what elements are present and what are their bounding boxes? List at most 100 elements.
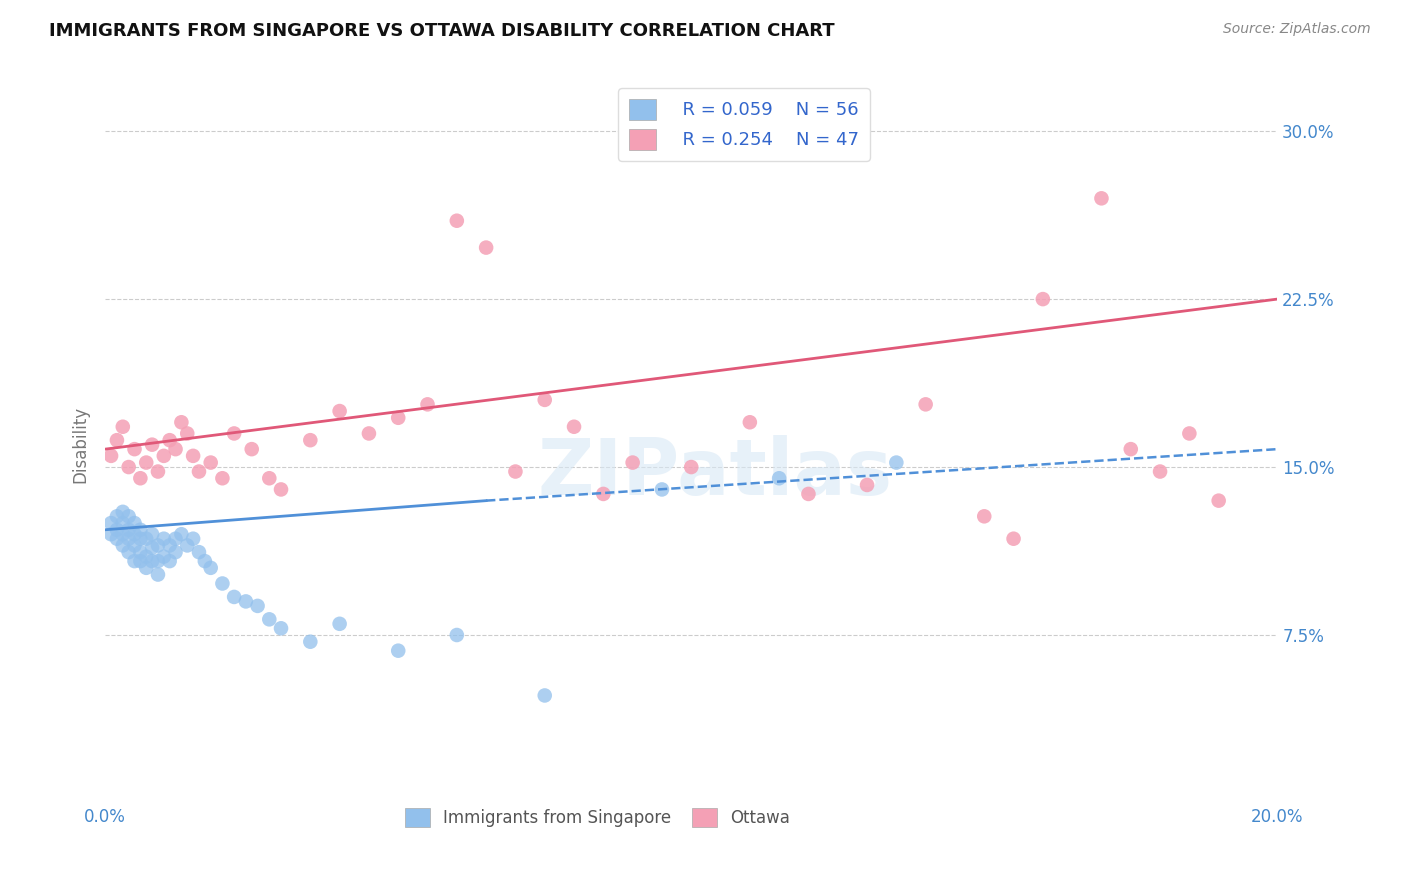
Point [475,241,498,255]
Point [681,460,703,475]
Point [1032,292,1054,306]
Point [446,213,468,227]
Point [135,561,157,575]
Point [188,545,211,559]
Point [159,538,181,552]
Point [165,532,187,546]
Point [886,456,908,470]
Point [259,612,281,626]
Point [446,628,468,642]
Point [235,594,257,608]
Point [592,487,614,501]
Point [259,471,281,485]
Point [200,456,222,470]
Point [159,554,181,568]
Point [118,545,141,559]
Point [153,549,176,564]
Point [797,487,820,501]
Point [135,532,157,546]
Point [1119,442,1142,457]
Point [533,689,555,703]
Point [111,538,134,552]
Point [129,545,152,559]
Point [211,471,233,485]
Point [105,532,128,546]
Point [146,538,169,552]
Point [1090,191,1112,205]
Point [135,456,157,470]
Point [505,465,527,479]
Point [165,545,187,559]
Point [768,471,790,485]
Point [118,509,141,524]
Point [329,404,352,418]
Point [146,465,169,479]
Point [146,567,169,582]
Point [246,599,269,613]
Point [170,415,193,429]
Point [146,554,169,568]
Point [124,516,146,530]
Point [224,426,246,441]
Point [1178,426,1201,441]
Text: IMMIGRANTS FROM SINGAPORE VS OTTAWA DISABILITY CORRELATION CHART: IMMIGRANTS FROM SINGAPORE VS OTTAWA DISA… [49,22,835,40]
Legend: Immigrants from Singapore, Ottawa: Immigrants from Singapore, Ottawa [398,801,796,834]
Point [240,442,263,457]
Point [124,538,146,552]
Point [100,449,122,463]
Y-axis label: Disability: Disability [72,406,89,483]
Point [105,523,128,537]
Point [129,532,152,546]
Point [118,460,141,475]
Point [165,442,187,457]
Point [188,465,211,479]
Point [100,527,122,541]
Point [105,433,128,447]
Point [141,527,163,541]
Point [124,554,146,568]
Point [357,426,380,441]
Point [124,527,146,541]
Point [299,634,322,648]
Point [270,621,292,635]
Point [111,527,134,541]
Point [100,516,122,530]
Point [181,532,204,546]
Point [111,505,134,519]
Point [973,509,995,524]
Point [270,483,292,497]
Point [211,576,233,591]
Point [856,478,879,492]
Point [124,442,146,457]
Point [129,554,152,568]
Point [129,471,152,485]
Point [1002,532,1025,546]
Point [621,456,644,470]
Point [141,437,163,451]
Point [141,541,163,555]
Point [170,527,193,541]
Point [153,532,176,546]
Point [159,433,181,447]
Point [118,532,141,546]
Point [194,554,217,568]
Point [651,483,673,497]
Point [329,616,352,631]
Point [738,415,761,429]
Point [141,554,163,568]
Point [562,419,585,434]
Point [387,643,409,657]
Point [135,549,157,564]
Point [299,433,322,447]
Point [118,523,141,537]
Point [1208,493,1230,508]
Point [153,449,176,463]
Point [914,397,936,411]
Text: Source: ZipAtlas.com: Source: ZipAtlas.com [1223,22,1371,37]
Point [200,561,222,575]
Text: ZIPatlas: ZIPatlas [537,435,893,511]
Point [176,538,198,552]
Point [176,426,198,441]
Point [1149,465,1171,479]
Point [129,523,152,537]
